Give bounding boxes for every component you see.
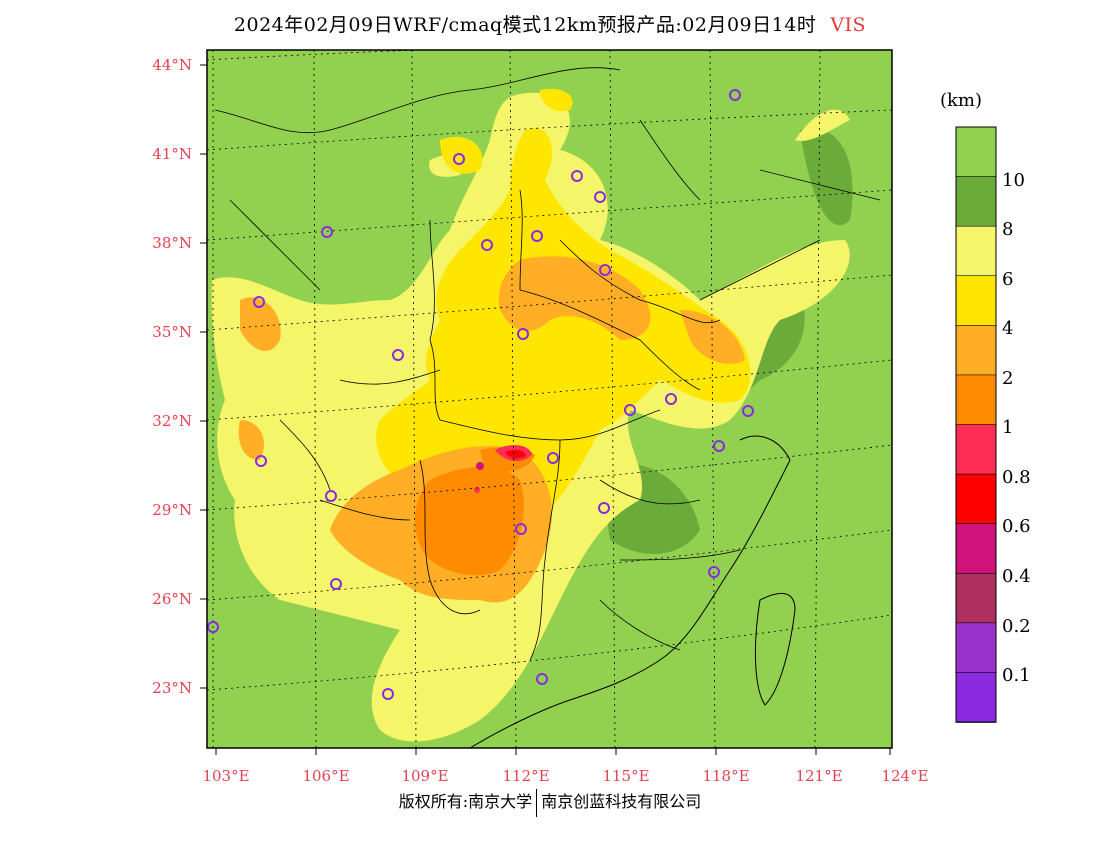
lon-label-109: 109°E bbox=[401, 767, 448, 785]
colorbar-label: 0.6 bbox=[1002, 516, 1031, 537]
lon-label-121: 121°E bbox=[795, 767, 842, 785]
colorbar-swatch bbox=[955, 424, 997, 475]
map-plot-area bbox=[207, 50, 892, 748]
coastline bbox=[469, 435, 796, 748]
latitude-labels: 44°N 41°N 38°N 35°N 32°N 29°N 26°N 23°N bbox=[152, 56, 192, 697]
footer-left: 版权所有:南京大学 bbox=[398, 792, 533, 811]
colorbar-label: 0.2 bbox=[1002, 616, 1031, 637]
lon-label-103: 103°E bbox=[202, 767, 249, 785]
lon-label-115: 115°E bbox=[602, 767, 649, 785]
lat-label-35: 35°N bbox=[152, 323, 192, 341]
colorbar-swatch bbox=[955, 176, 997, 227]
lon-label-112: 112°E bbox=[502, 767, 549, 785]
colorbar-swatch bbox=[955, 622, 997, 674]
lat-label-26: 26°N bbox=[152, 590, 192, 608]
colorbar-swatch bbox=[955, 126, 997, 178]
lat-label-41: 41°N bbox=[152, 145, 192, 163]
copyright-footer: 版权所有:南京大学 南京创蓝科技有限公司 bbox=[0, 788, 1100, 817]
lat-label-23: 23°N bbox=[152, 679, 192, 697]
colorbar bbox=[955, 126, 997, 723]
colorbar-label: 0.4 bbox=[1002, 566, 1031, 587]
colorbar-label: 0.1 bbox=[1002, 665, 1031, 686]
colorbar-label: 4 bbox=[1002, 318, 1013, 339]
map-title: 2024年02月09日WRF/cmaq模式12km预报产品:02月09日14时 V… bbox=[0, 10, 1100, 37]
title-variable: VIS bbox=[830, 14, 867, 36]
footer-right: 南京创蓝科技有限公司 bbox=[541, 792, 702, 811]
colorbar-swatch bbox=[955, 523, 997, 575]
colorbar-swatch bbox=[955, 672, 997, 723]
colorbar-label: 1 bbox=[1002, 417, 1013, 438]
lat-label-38: 38°N bbox=[152, 234, 192, 252]
colorbar-swatch bbox=[955, 473, 997, 525]
colorbar-swatch bbox=[955, 275, 997, 327]
lat-label-29: 29°N bbox=[152, 501, 192, 519]
lon-label-106: 106°E bbox=[302, 767, 349, 785]
colorbar-frame bbox=[955, 126, 997, 723]
colorbar-labels: 10 8 6 4 2 1 0.8 0.6 0.4 0.2 0.1 bbox=[1002, 170, 1031, 686]
station-markers bbox=[207, 89, 754, 700]
lat-label-32: 32°N bbox=[152, 412, 192, 430]
colorbar-label: 2 bbox=[1002, 368, 1013, 389]
longitude-labels: 103°E 106°E 109°E 112°E 115°E 118°E 121°… bbox=[202, 767, 928, 785]
colorbar-swatch bbox=[955, 572, 997, 624]
graticule bbox=[207, 50, 892, 748]
axis-ticks bbox=[200, 64, 891, 755]
colorbar-label: 8 bbox=[1002, 219, 1013, 240]
colorbar-swatch bbox=[955, 374, 997, 426]
colorbar-swatch bbox=[955, 225, 997, 277]
colorbar-label: 10 bbox=[1002, 170, 1025, 191]
province-boundaries bbox=[214, 67, 881, 661]
colorbar-swatch bbox=[955, 325, 997, 376]
colorbar-label: 0.8 bbox=[1002, 467, 1031, 488]
lat-label-44: 44°N bbox=[152, 56, 192, 74]
lon-label-124: 124°E bbox=[881, 767, 928, 785]
lon-label-118: 118°E bbox=[702, 767, 749, 785]
title-main: 2024年02月09日WRF/cmaq模式12km预报产品:02月09日14时 bbox=[233, 14, 817, 36]
colorbar-label: 6 bbox=[1002, 269, 1013, 290]
map-frame bbox=[206, 49, 893, 749]
colorbar-unit: (km) bbox=[940, 90, 983, 111]
footer-separator bbox=[536, 788, 538, 817]
